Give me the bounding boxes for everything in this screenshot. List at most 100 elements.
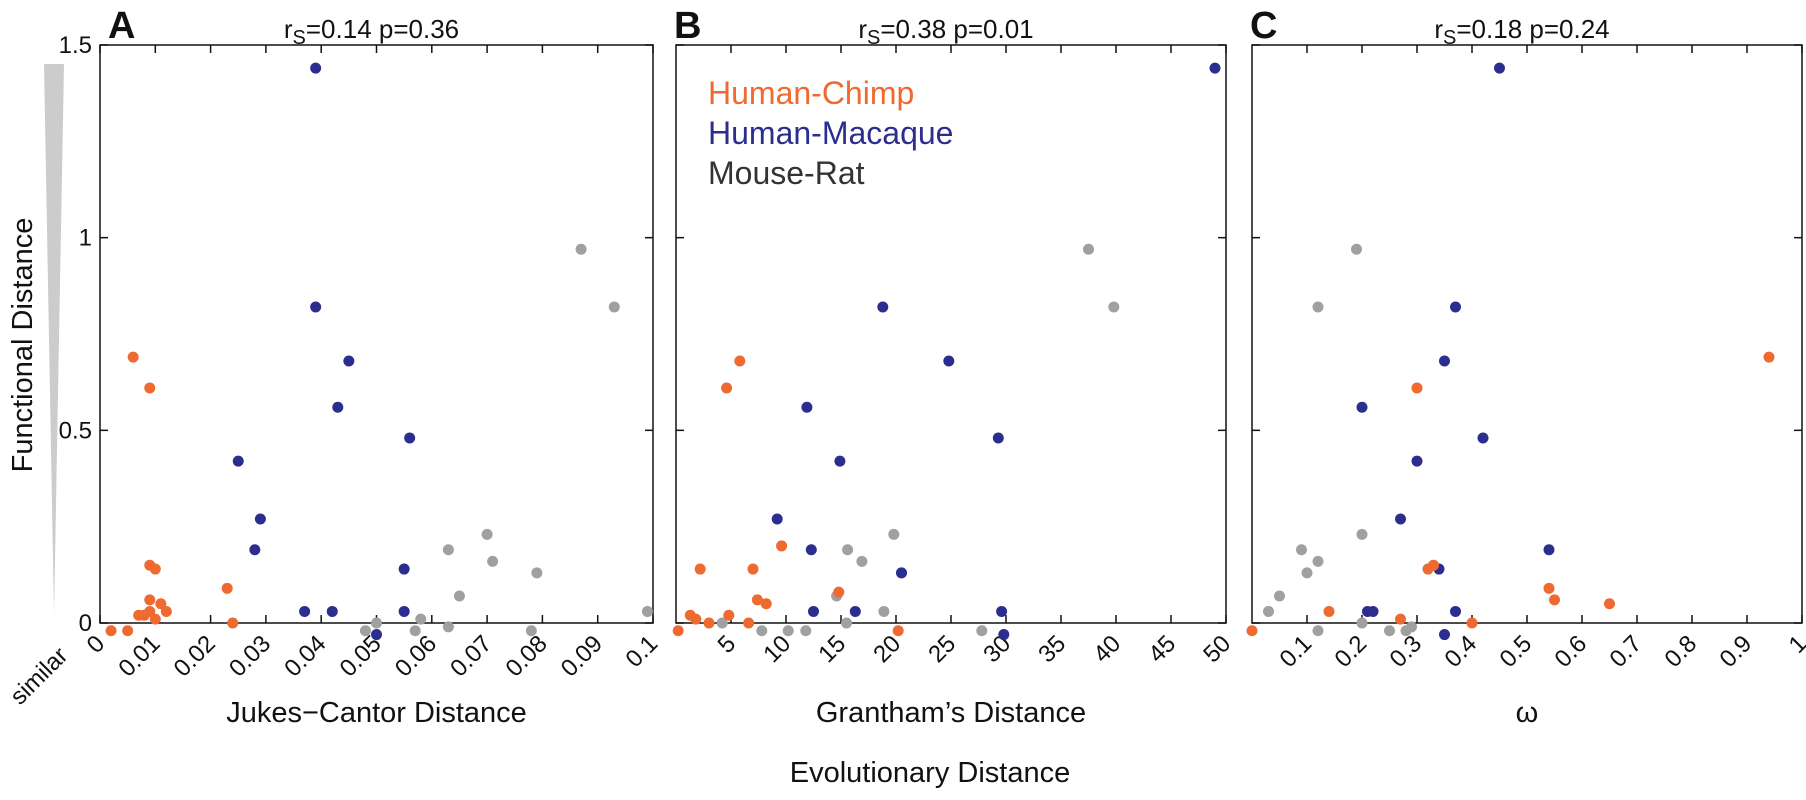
- data-point-human-chimp: [160, 605, 172, 617]
- x-tick-label: 0.1: [1275, 630, 1318, 673]
- data-point-mouse-rat: [371, 617, 382, 629]
- data-point-human-macaque: [805, 544, 817, 556]
- data-point-mouse-rat: [1301, 567, 1313, 579]
- panel-letter: C: [1250, 5, 1277, 47]
- x-tick-label: 0.07: [445, 630, 497, 682]
- data-point-human-macaque: [1450, 301, 1461, 313]
- data-point-human-macaque: [849, 605, 861, 617]
- data-point-human-chimp: [694, 563, 706, 575]
- data-point-human-macaque: [996, 605, 1008, 617]
- data-point-mouse-rat: [481, 528, 493, 540]
- x-tick-label: 0.04: [279, 630, 331, 682]
- correlation-stats: rS=0.14 p=0.36: [284, 14, 459, 49]
- data-point-human-macaque: [310, 301, 322, 313]
- data-point-mouse-rat: [1108, 301, 1120, 313]
- data-point-human-chimp: [892, 625, 904, 637]
- data-point-mouse-rat: [878, 605, 890, 617]
- y-axis-label: Functional Distance: [7, 218, 39, 473]
- x-tick-label: 30: [978, 630, 1016, 668]
- data-point-human-macaque: [343, 355, 355, 367]
- x-tick-label: 0.03: [224, 630, 276, 682]
- data-point-human-macaque: [310, 62, 322, 74]
- y-tick-label: 0: [79, 610, 92, 637]
- x-tick-label: 0.06: [390, 630, 442, 682]
- data-point-human-chimp: [1246, 625, 1258, 637]
- legend-entry: Mouse-Rat: [708, 155, 865, 191]
- data-point-mouse-rat: [1356, 617, 1368, 629]
- x-axis-label: Evolutionary Distance: [790, 757, 1070, 789]
- data-point-mouse-rat: [856, 555, 868, 567]
- x-tick-label: 5: [713, 630, 742, 659]
- data-point-human-macaque: [992, 432, 1004, 444]
- panel-a: 00.511.50 0.01 0.02 0.03 0.04 0.05 0.06 0.07 0.0…: [59, 5, 664, 729]
- data-point-human-macaque: [299, 605, 311, 617]
- data-point-human-chimp: [122, 625, 134, 637]
- data-point-mouse-rat: [842, 544, 854, 556]
- rs-value: =0.18: [1456, 14, 1529, 44]
- x-tick-label: 50: [1198, 630, 1236, 668]
- data-point-human-chimp: [721, 382, 733, 394]
- data-point-mouse-rat: [641, 605, 653, 617]
- y-tick-label: 1: [79, 225, 92, 252]
- data-point-human-macaque: [1411, 455, 1423, 467]
- data-point-human-macaque: [877, 301, 889, 313]
- data-point-human-macaque: [1209, 62, 1221, 74]
- data-point-human-macaque: [896, 567, 907, 579]
- x-tick-label: 0.3: [1385, 630, 1428, 673]
- data-point-mouse-rat: [1263, 605, 1274, 617]
- data-point-mouse-rat: [1356, 528, 1368, 540]
- similar-label: similar: [5, 642, 73, 710]
- data-point-mouse-rat: [453, 590, 465, 602]
- data-point-human-chimp: [155, 598, 167, 610]
- p-value: p=0.24: [1529, 14, 1609, 44]
- data-point-human-chimp: [149, 613, 161, 625]
- rs-subscript: S: [293, 27, 306, 49]
- x-tick-label: 0.8: [1660, 630, 1703, 673]
- rs-subscript: S: [1443, 27, 1456, 49]
- data-point-human-macaque: [249, 544, 261, 556]
- data-point-human-macaque: [398, 563, 410, 575]
- x-tick-label: 0.02: [169, 630, 221, 682]
- data-point-human-chimp: [1543, 582, 1555, 594]
- x-tick-label: 0: [82, 630, 111, 659]
- x-tick-label: 40: [1088, 630, 1126, 668]
- y-tick-label: 1.5: [59, 32, 92, 59]
- data-point-human-chimp: [1466, 617, 1478, 629]
- data-point-human-macaque: [1395, 513, 1406, 525]
- data-point-human-chimp: [127, 351, 139, 363]
- data-point-mouse-rat: [415, 613, 427, 625]
- y-tick-label: 0.5: [59, 417, 92, 444]
- correlation-stats: rS=0.18 p=0.24: [1434, 14, 1609, 49]
- data-point-human-macaque: [808, 605, 819, 617]
- data-point-human-macaque: [1477, 432, 1489, 444]
- data-point-mouse-rat: [1274, 590, 1285, 602]
- data-point-human-macaque: [404, 432, 416, 444]
- data-point-mouse-rat: [800, 625, 812, 637]
- data-point-human-macaque: [1356, 401, 1368, 413]
- data-point-mouse-rat: [487, 555, 499, 567]
- data-point-human-chimp: [690, 613, 702, 625]
- x-tick-label: 0.08: [501, 630, 553, 682]
- data-point-human-chimp: [144, 605, 156, 617]
- data-point-human-macaque: [1367, 605, 1379, 617]
- data-point-human-chimp: [703, 617, 715, 629]
- x-tick-label: 45: [1143, 630, 1181, 668]
- x-tick-label: 0.9: [1715, 630, 1758, 673]
- panel-c: 0.1 0.2 0.3 0.4 0.5 0.6 0.7 0.8 0.9 1C rS=0.18 p=0…: [1246, 5, 1806, 729]
- data-point-mouse-rat: [608, 301, 620, 313]
- data-point-human-macaque: [1494, 62, 1505, 74]
- data-point-human-chimp: [1395, 613, 1406, 625]
- data-point-human-chimp: [734, 355, 746, 367]
- legend-entry: Human-Chimp: [708, 75, 914, 111]
- data-point-human-chimp: [149, 563, 161, 575]
- data-point-human-macaque: [1450, 605, 1461, 617]
- data-point-mouse-rat: [575, 243, 587, 255]
- x-tick-label: 0.01: [113, 630, 165, 682]
- x-tick-label: 10: [758, 630, 796, 668]
- x-tick-label: 0.1: [621, 630, 664, 673]
- correlation-stats: rS=0.38 p=0.01: [858, 14, 1033, 49]
- data-point-human-chimp: [747, 563, 759, 575]
- data-point-mouse-rat: [1406, 621, 1417, 633]
- panel-x-label: Grantham’s Distance: [816, 697, 1086, 729]
- data-point-mouse-rat: [442, 621, 454, 633]
